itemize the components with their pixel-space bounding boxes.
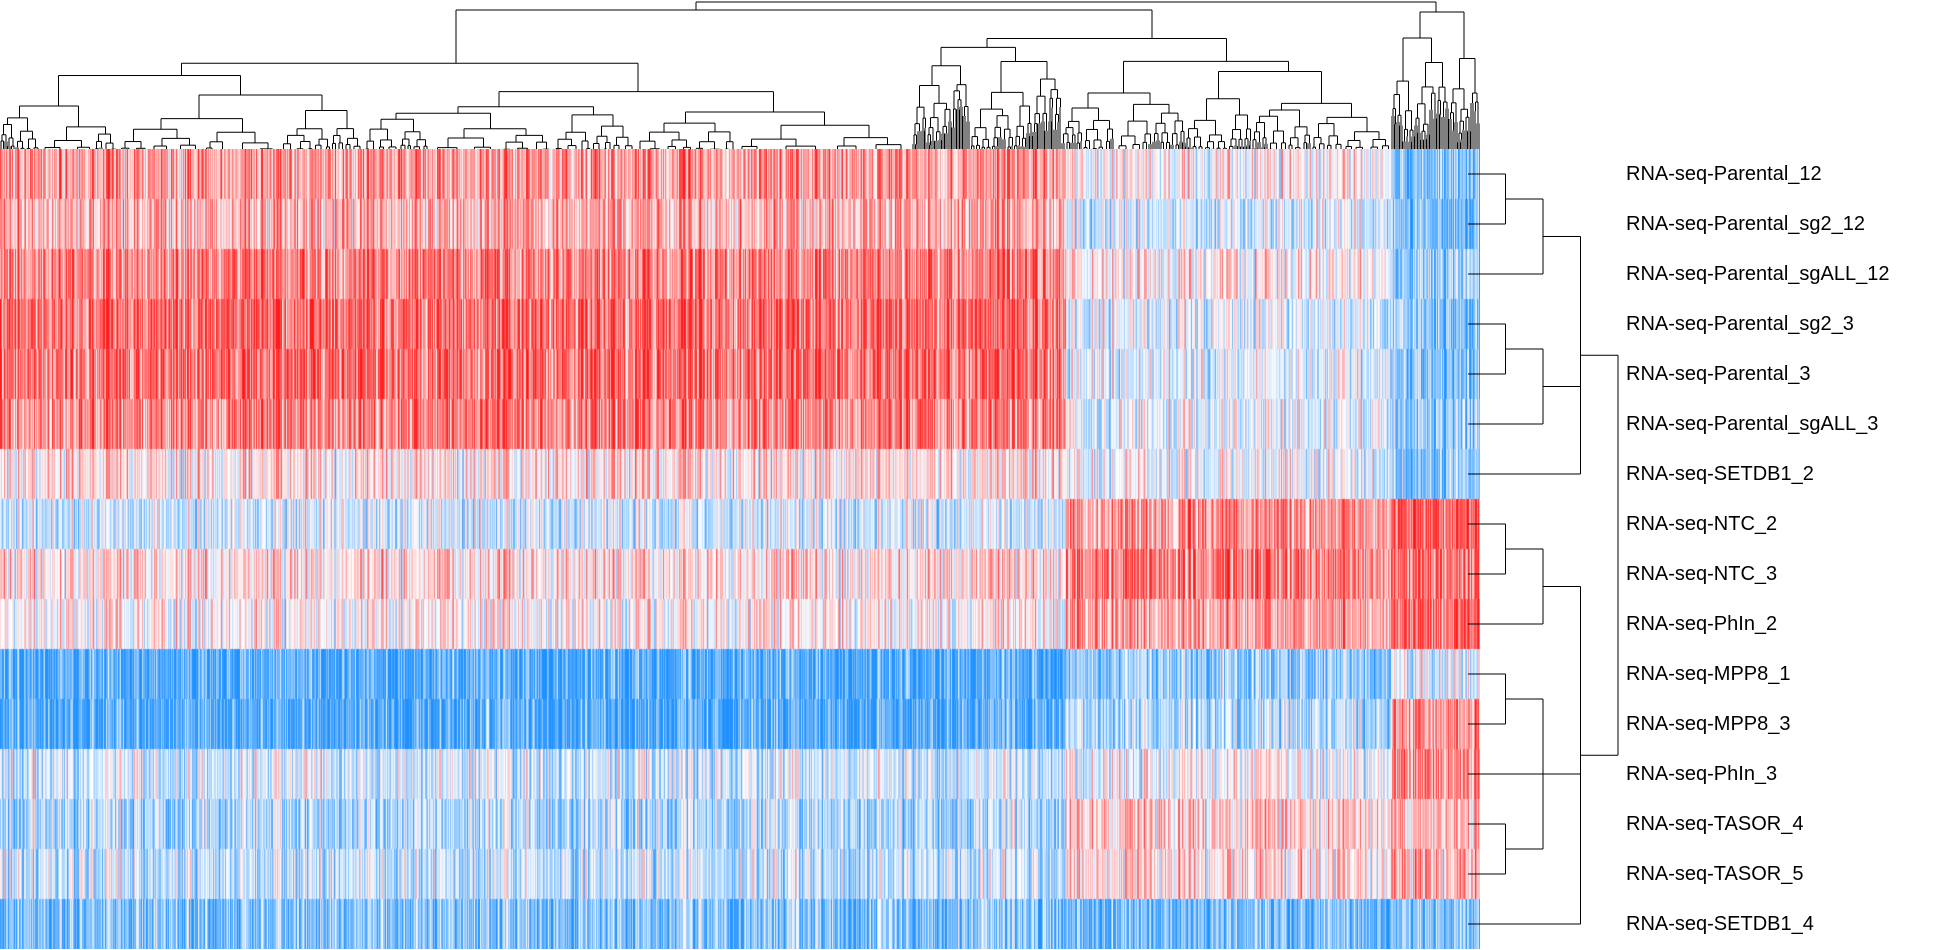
heatmap-grid — [0, 149, 1480, 949]
row-label: RNA-seq-TASOR_4 — [1626, 813, 1804, 835]
row-label: RNA-seq-Parental_3 — [1626, 363, 1811, 385]
row-label: RNA-seq-Parental_sg2_12 — [1626, 213, 1866, 235]
row-label: RNA-seq-PhIn_2 — [1626, 613, 1778, 635]
row-label: RNA-seq-MPP8_3 — [1626, 713, 1791, 735]
row-label: RNA-seq-NTC_3 — [1626, 563, 1778, 585]
row-label: RNA-seq-Parental_sgALL_12 — [1626, 263, 1890, 285]
row-label: RNA-seq-SETDB1_4 — [1626, 913, 1814, 935]
row-dendrogram — [1468, 173, 1619, 925]
row-label: RNA-seq-NTC_2 — [1626, 513, 1778, 535]
row-label: RNA-seq-Parental_sg2_3 — [1626, 313, 1854, 335]
row-label: RNA-seq-Parental_12 — [1626, 163, 1822, 185]
column-dendrogram — [0, 1, 1480, 150]
row-labels: RNA-seq-Parental_12 RNA-seq-Parental_sg2_… — [1626, 149, 1940, 949]
row-label: RNA-seq-MPP8_1 — [1626, 663, 1791, 685]
row-label: RNA-seq-SETDB1_2 — [1626, 463, 1814, 485]
row-label: RNA-seq-Parental_sgALL_3 — [1626, 413, 1879, 435]
row-label: RNA-seq-TASOR_5 — [1626, 863, 1804, 885]
row-label: RNA-seq-PhIn_3 — [1626, 763, 1778, 785]
